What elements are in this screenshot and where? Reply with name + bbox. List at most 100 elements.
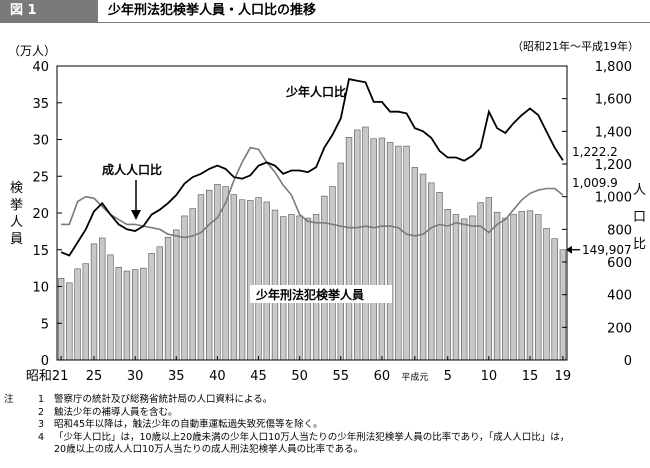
left-axis-title-char: 挙 (10, 198, 23, 213)
bar-arrests (428, 182, 435, 361)
arrow-head-icon (131, 210, 141, 220)
bar-arrests (74, 268, 81, 361)
bar-arrests (395, 145, 402, 361)
x-tick-label: 50 (291, 369, 308, 384)
bar-arrests (510, 214, 517, 361)
x-tick-label: 昭和21 (26, 369, 69, 384)
chart-area: 0 5 10 15 20 25 30 35 40 0 200 400 600 800 1,000 1,200 1… (0, 28, 650, 390)
bar-arrests (386, 142, 394, 361)
left-tick-label: 30 (32, 134, 49, 149)
bar-arrests (321, 195, 328, 361)
bar-arrests (452, 214, 460, 361)
end-arrow-head-icon (566, 245, 572, 254)
bar-arrests (156, 246, 164, 361)
left-tick-label: 40 (32, 60, 49, 75)
end-value-adult: 1,009.9 (572, 176, 618, 190)
bar-arrests (247, 200, 254, 361)
line-juvenile-rate (60, 78, 564, 257)
bar-arrests (329, 186, 336, 361)
bar-arrests (535, 214, 542, 361)
x-tick-label: 45 (250, 369, 267, 384)
x-tick-label: 15 (522, 369, 539, 384)
left-tick-label: 25 (32, 170, 49, 185)
right-axis-title-char: 人 (633, 183, 646, 198)
bar-arrests (502, 217, 509, 361)
bar-arrests (131, 269, 139, 361)
note-row-3: 3 昭和45年以降は，触法少年の自動車運転過失致死傷等を除く。 (4, 419, 644, 432)
bar-arrests (444, 209, 451, 361)
bar-arrests (57, 278, 65, 361)
right-tick-label: 0 (624, 354, 632, 369)
right-tick-label: 1,000 (595, 191, 632, 206)
note-number: 1 (37, 394, 44, 405)
bar-arrests (411, 167, 419, 361)
bar-arrests (345, 136, 353, 361)
bar-arrests (197, 194, 205, 361)
right-tick-label: 1,600 (595, 93, 632, 108)
left-axis-title-char: 検 (10, 181, 23, 196)
x-tick-label: 35 (168, 369, 185, 384)
bar-arrests (123, 270, 131, 361)
note-text: 「少年人口比」は，10歳以上20歳未満の少年人口10万人当たりの少年刑法犯検挙人… (54, 431, 570, 443)
bar-arrests (493, 211, 501, 361)
label-arrests: 少年刑法犯検挙人員 (255, 287, 364, 302)
bar-arrests (107, 254, 114, 361)
x-tick-label: 40 (209, 369, 226, 384)
bar-arrests (90, 243, 98, 361)
end-value-juvenile: 1,222.2 (572, 145, 618, 159)
bar-arrests (115, 267, 122, 361)
left-tick-label: 20 (32, 207, 49, 222)
bar-arrests (173, 229, 180, 361)
note-continuation: 20歳以上の成人人口10万人当たりの成人刑法犯検挙人員の比率である。 (54, 444, 364, 455)
right-tick-label: 400 (607, 289, 632, 304)
bar-arrests (378, 137, 386, 361)
left-tick-label: 10 (32, 281, 49, 296)
note-text: 触法少年の補導人員を含む。 (54, 406, 178, 418)
notes: 注 1 警察庁の統計及び総務省統計局の人口資料による。 2 触法少年の補導人員を… (4, 394, 644, 457)
x-tick-label: 19 (555, 369, 572, 384)
right-tick-label: 800 (607, 223, 632, 238)
bar-arrests (263, 201, 270, 361)
note-text: 昭和45年以降は，触法少年の自動車運転過失致死傷等を除く。 (54, 419, 323, 430)
bar-arrests (148, 253, 155, 361)
bar-arrests (140, 267, 147, 361)
right-axis-unit: （昭和21年～平成19年） (512, 39, 639, 53)
right-tick-label: 200 (607, 321, 632, 336)
bar-arrests (436, 192, 443, 361)
bar-arrests (485, 197, 493, 361)
bar-arrests (255, 197, 262, 361)
note-number: 2 (37, 406, 44, 418)
bar-arrests (337, 162, 344, 361)
left-axis-title-char: 人 (10, 215, 23, 230)
bar-arrests (551, 238, 558, 361)
bar-arrests (460, 218, 468, 361)
label-adult-rate: 成人人口比 (102, 162, 162, 177)
figure-title: 少年刑法犯検挙人員・人口比の推移 (108, 3, 317, 18)
chart-svg: 051015202530354002004006008001,0001,2001… (8, 39, 646, 384)
bar-arrests (214, 184, 221, 361)
note-row-4: 4 「少年人口比」は，10歳以上20歳未満の少年人口10万人当たりの少年刑法犯検… (4, 432, 644, 445)
bar-arrests (543, 228, 550, 361)
note-row-2: 2 触法少年の補導人員を含む。 (4, 407, 644, 420)
right-tick-label: 1,800 (595, 60, 632, 75)
right-tick-label: 1,200 (595, 158, 632, 173)
note-number: 4 (37, 431, 44, 443)
right-tick-label: 1,400 (595, 125, 632, 140)
x-tick-label: 5 (444, 369, 452, 384)
note-number: 3 (37, 419, 44, 430)
bar-arrests (526, 210, 534, 361)
line-adult-rate (61, 146, 564, 239)
right-axis-title-char: 口 (633, 210, 646, 225)
bar-arrests (82, 263, 89, 361)
bar-arrests (189, 208, 196, 361)
x-tick-label: 平成元 (401, 371, 428, 383)
note-row-1: 注 1 警察庁の統計及び総務省統計局の人口資料による。 (4, 394, 644, 407)
bar-arrests (164, 236, 172, 361)
bar-arrests (230, 194, 238, 361)
left-tick-label: 35 (32, 97, 49, 112)
bar-arrests (469, 215, 476, 361)
bar-arrests (403, 145, 410, 361)
bar-arrests (238, 199, 246, 361)
bar-arrests (419, 173, 427, 361)
right-axis-title-char: 比 (633, 237, 646, 252)
